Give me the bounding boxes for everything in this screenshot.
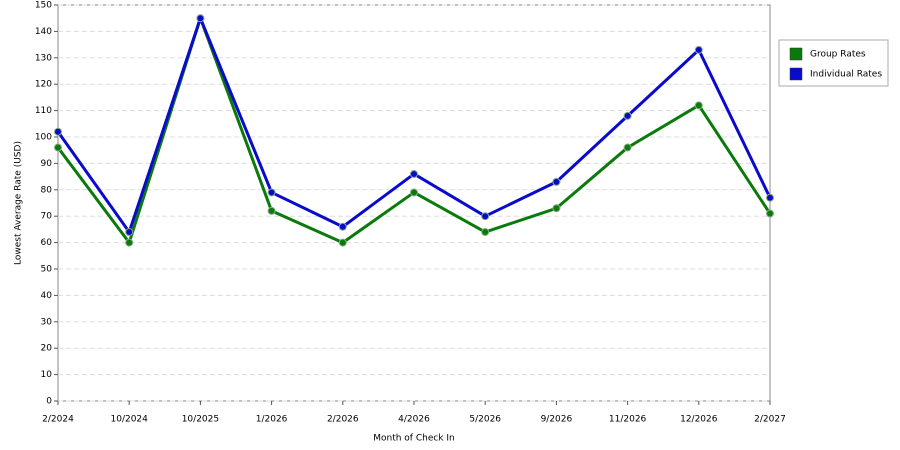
x-tick-label: 5/2026 xyxy=(469,415,501,425)
x-tick-label: 10/2025 xyxy=(182,415,219,425)
data-point xyxy=(694,45,703,54)
data-point xyxy=(481,228,490,237)
x-tick-label: 4/2026 xyxy=(398,415,430,425)
y-tick-label: 110 xyxy=(35,106,52,116)
y-tick-label: 60 xyxy=(41,238,53,248)
data-point xyxy=(623,143,632,152)
y-tick-label: 30 xyxy=(41,317,53,327)
x-tick-label: 10/2024 xyxy=(111,415,149,425)
y-axis-label: Lowest Average Rate (USD) xyxy=(14,141,24,265)
y-tick-label: 10 xyxy=(41,370,53,380)
legend-swatch xyxy=(789,67,803,81)
x-axis-label: Month of Check In xyxy=(373,434,455,444)
data-point xyxy=(267,188,276,197)
data-point xyxy=(410,169,418,178)
y-tick-label: 120 xyxy=(35,80,52,90)
data-point xyxy=(694,101,703,110)
data-point xyxy=(552,177,561,186)
legend-label: Group Rates xyxy=(810,50,866,60)
data-point xyxy=(766,193,774,202)
x-tick-label: 2/2026 xyxy=(327,415,359,425)
data-point xyxy=(410,188,418,197)
x-tick-label: 2/2024 xyxy=(42,415,74,425)
y-tick-label: 50 xyxy=(41,265,53,275)
data-point xyxy=(766,209,774,218)
data-point xyxy=(481,212,490,221)
y-tick-label: 130 xyxy=(35,53,52,63)
x-tick-label: 11/2026 xyxy=(609,415,647,425)
x-tick-label: 2/2027 xyxy=(754,415,786,425)
x-tick-label: 1/2026 xyxy=(256,415,288,425)
y-tick-label: 150 xyxy=(35,1,52,11)
y-tick-label: 40 xyxy=(41,291,53,301)
data-point xyxy=(338,222,347,231)
data-point xyxy=(267,206,276,215)
y-tick-label: 20 xyxy=(41,344,53,354)
data-point xyxy=(54,143,62,152)
y-tick-label: 90 xyxy=(41,159,53,169)
x-tick-label: 12/2026 xyxy=(680,415,718,425)
y-tick-label: 140 xyxy=(35,27,52,37)
y-tick-label: 0 xyxy=(46,397,52,407)
legend-label: Individual Rates xyxy=(810,70,882,80)
data-point xyxy=(125,228,134,237)
data-point xyxy=(54,127,62,136)
data-point xyxy=(196,14,205,23)
y-tick-label: 70 xyxy=(41,212,53,222)
x-tick-label: 9/2026 xyxy=(541,415,573,425)
data-point xyxy=(338,238,347,247)
plot-area xyxy=(57,4,771,402)
data-point xyxy=(552,204,561,213)
y-tick-label: 80 xyxy=(41,185,53,195)
y-tick-label: 100 xyxy=(35,133,52,143)
data-point xyxy=(125,238,134,247)
data-point xyxy=(623,111,632,120)
legend-swatch xyxy=(789,47,803,61)
